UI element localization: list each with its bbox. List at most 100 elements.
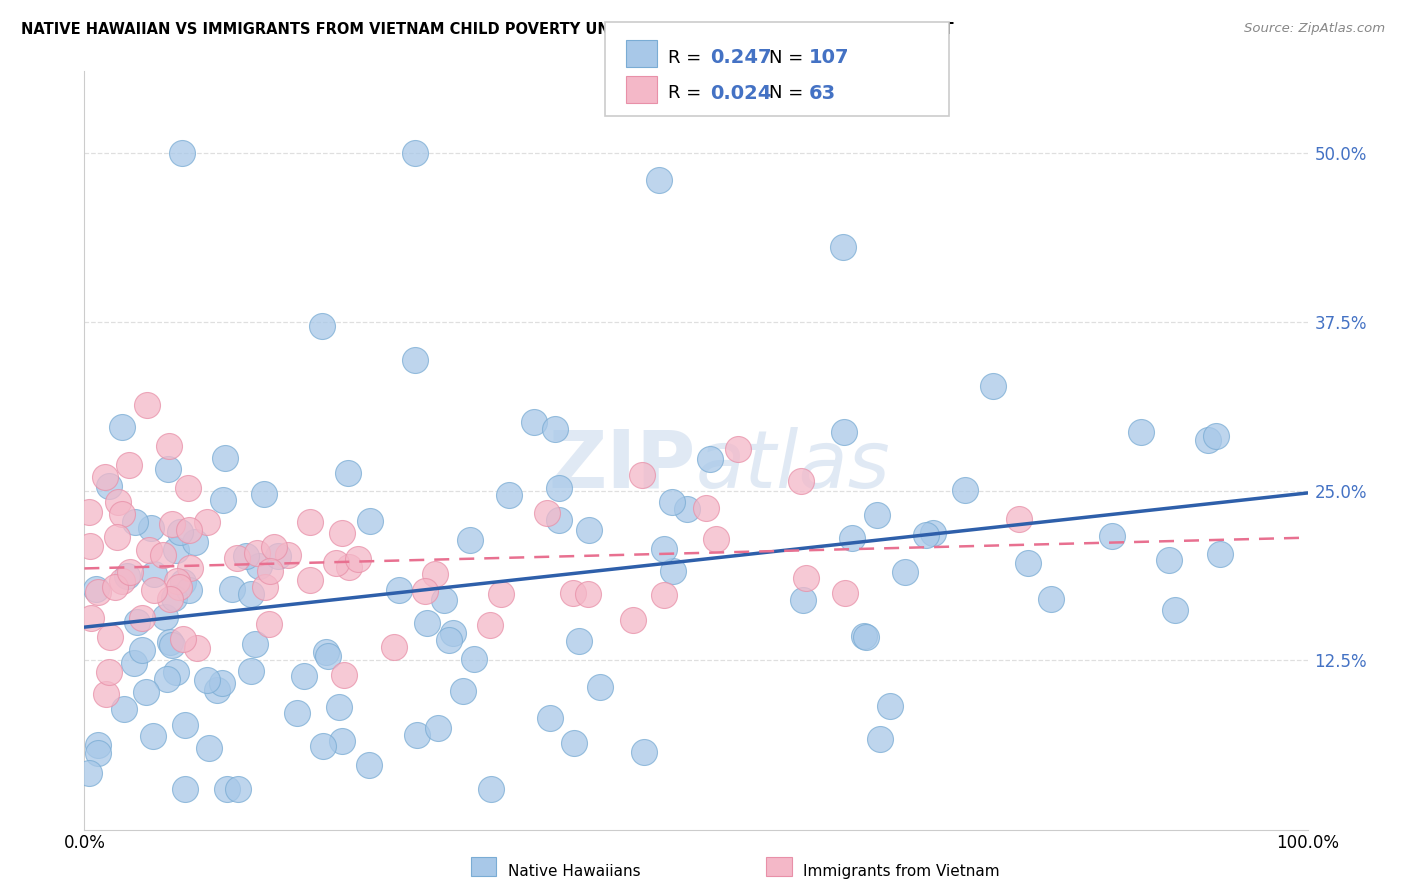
Native Hawaiians: [86, 746, 108, 760]
Native Hawaiians: [1017, 556, 1039, 570]
Immigrants from Vietnam: [97, 665, 120, 679]
Text: Source: ZipAtlas.com: Source: ZipAtlas.com: [1244, 22, 1385, 36]
Native Hawaiians: [221, 582, 243, 597]
Immigrants from Vietnam: [479, 618, 502, 632]
Immigrants from Vietnam: [152, 548, 174, 562]
Native Hawaiians: [336, 467, 359, 481]
Text: Native Hawaiians: Native Hawaiians: [508, 863, 640, 879]
Native Hawaiians: [163, 591, 186, 605]
Native Hawaiians: [183, 534, 205, 549]
Text: 0.024: 0.024: [710, 84, 772, 103]
Native Hawaiians: [953, 483, 976, 497]
Native Hawaiians: [198, 740, 221, 755]
Text: N =: N =: [769, 84, 808, 103]
Immigrants from Vietnam: [631, 467, 654, 482]
Immigrants from Vietnam: [143, 583, 166, 598]
Immigrants from Vietnam: [413, 583, 436, 598]
Immigrants from Vietnam: [246, 546, 269, 560]
Native Hawaiians: [699, 451, 721, 466]
Native Hawaiians: [359, 514, 381, 528]
Native Hawaiians: [894, 565, 917, 579]
Native Hawaiians: [142, 730, 165, 744]
Native Hawaiians: [921, 525, 943, 540]
Native Hawaiians: [1209, 547, 1232, 561]
Native Hawaiians: [662, 564, 685, 578]
Native Hawaiians: [292, 669, 315, 683]
Immigrants from Vietnam: [536, 506, 558, 520]
Immigrants from Vietnam: [253, 580, 276, 594]
Text: N =: N =: [769, 48, 808, 67]
Immigrants from Vietnam: [118, 565, 141, 579]
Native Hawaiians: [124, 515, 146, 529]
Text: atlas: atlas: [696, 426, 891, 505]
Native Hawaiians: [245, 637, 267, 651]
Immigrants from Vietnam: [172, 632, 194, 647]
Text: 0.247: 0.247: [710, 48, 772, 67]
Native Hawaiians: [112, 702, 135, 716]
Native Hawaiians: [416, 615, 439, 630]
Native Hawaiians: [122, 656, 145, 670]
Immigrants from Vietnam: [96, 687, 118, 701]
Native Hawaiians: [172, 145, 194, 160]
Native Hawaiians: [661, 495, 683, 509]
Native Hawaiians: [330, 733, 353, 747]
Native Hawaiians: [853, 629, 876, 643]
Native Hawaiians: [87, 739, 110, 753]
Immigrants from Vietnam: [179, 560, 201, 574]
Native Hawaiians: [211, 492, 233, 507]
Native Hawaiians: [914, 528, 936, 542]
Native Hawaiians: [316, 649, 339, 664]
Immigrants from Vietnam: [1007, 512, 1029, 526]
Native Hawaiians: [498, 488, 520, 502]
Immigrants from Vietnam: [330, 525, 353, 540]
Immigrants from Vietnam: [576, 587, 599, 601]
Native Hawaiians: [115, 568, 138, 582]
Immigrants from Vietnam: [107, 494, 129, 508]
Native Hawaiians: [869, 732, 891, 747]
Immigrants from Vietnam: [131, 611, 153, 625]
Native Hawaiians: [523, 415, 546, 429]
Native Hawaiians: [195, 673, 218, 687]
Immigrants from Vietnam: [117, 458, 139, 472]
Native Hawaiians: [831, 240, 853, 254]
Native Hawaiians: [578, 523, 600, 537]
Immigrants from Vietnam: [160, 516, 183, 531]
Native Hawaiians: [240, 664, 263, 678]
Native Hawaiians: [426, 721, 449, 735]
Immigrants from Vietnam: [259, 564, 281, 578]
Native Hawaiians: [267, 549, 290, 563]
Native Hawaiians: [648, 172, 671, 186]
Native Hawaiians: [235, 549, 257, 564]
Native Hawaiians: [1197, 433, 1219, 447]
Immigrants from Vietnam: [299, 573, 322, 587]
Native Hawaiians: [328, 700, 350, 714]
Native Hawaiians: [157, 462, 180, 476]
Immigrants from Vietnam: [333, 668, 356, 682]
Immigrants from Vietnam: [790, 474, 813, 488]
Native Hawaiians: [77, 766, 100, 780]
Immigrants from Vietnam: [111, 507, 134, 521]
Native Hawaiians: [1101, 529, 1123, 543]
Native Hawaiians: [866, 508, 889, 523]
Immigrants from Vietnam: [325, 556, 347, 570]
Immigrants from Vietnam: [105, 530, 128, 544]
Native Hawaiians: [568, 633, 591, 648]
Native Hawaiians: [406, 728, 429, 742]
Immigrants from Vietnam: [135, 398, 157, 412]
Native Hawaiians: [463, 652, 485, 666]
Immigrants from Vietnam: [257, 616, 280, 631]
Immigrants from Vietnam: [104, 580, 127, 594]
Native Hawaiians: [1129, 425, 1152, 440]
Native Hawaiians: [543, 422, 565, 436]
Native Hawaiians: [538, 711, 561, 725]
Native Hawaiians: [217, 781, 239, 796]
Native Hawaiians: [432, 593, 454, 607]
Text: 63: 63: [808, 84, 835, 103]
Native Hawaiians: [311, 318, 333, 333]
Text: R =: R =: [668, 48, 707, 67]
Immigrants from Vietnam: [77, 504, 100, 518]
Native Hawaiians: [172, 575, 194, 590]
Native Hawaiians: [159, 635, 181, 649]
Native Hawaiians: [1159, 552, 1181, 566]
Immigrants from Vietnam: [382, 640, 405, 655]
